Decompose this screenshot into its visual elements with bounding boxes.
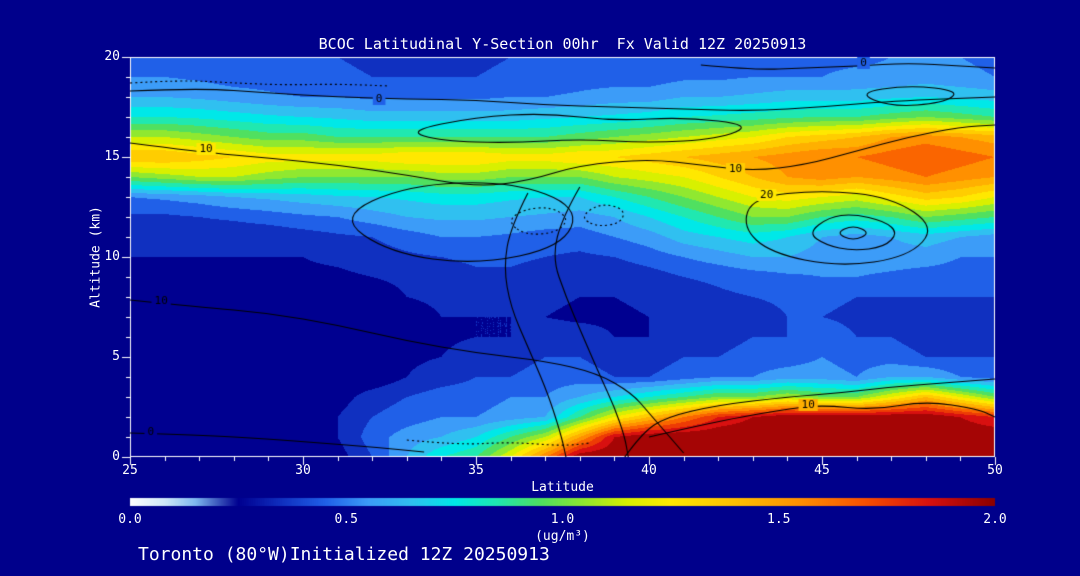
- colorbar-tick-label: 0.5: [334, 512, 358, 527]
- x-tick-label: 50: [987, 463, 1003, 478]
- y-tick-label: 20: [104, 49, 120, 64]
- x-axis-label: Latitude: [531, 480, 594, 495]
- y-tick-label: 10: [104, 249, 120, 264]
- colorbar-unit-label: (ug/m³): [535, 529, 590, 544]
- init-annotation: Toronto (80°W)Initialized 12Z 20250913: [138, 544, 550, 565]
- x-tick-label: 30: [295, 463, 311, 478]
- colorbar-tick-label: 0.0: [118, 512, 142, 527]
- y-tick-label: 15: [104, 149, 120, 164]
- y-tick-label: 0: [112, 449, 120, 464]
- x-tick-label: 45: [814, 463, 830, 478]
- colorbar-tick-label: 1.0: [550, 512, 575, 527]
- chart-title: BCOC Latitudinal Y-Section 00hr Fx Valid…: [318, 35, 807, 53]
- x-tick-label: 25: [122, 463, 138, 478]
- y-tick-label: 5: [112, 349, 120, 364]
- colorbar-tick-label: 2.0: [983, 512, 1007, 527]
- colorbar-tick-label: 1.5: [767, 512, 791, 527]
- x-tick-label: 35: [468, 463, 484, 478]
- x-tick-label: 40: [641, 463, 657, 478]
